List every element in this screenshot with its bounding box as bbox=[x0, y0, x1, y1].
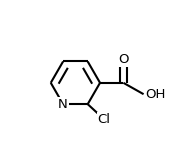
Text: O: O bbox=[118, 53, 129, 66]
Text: OH: OH bbox=[146, 88, 166, 101]
Text: N: N bbox=[58, 98, 68, 111]
Text: Cl: Cl bbox=[98, 113, 111, 126]
